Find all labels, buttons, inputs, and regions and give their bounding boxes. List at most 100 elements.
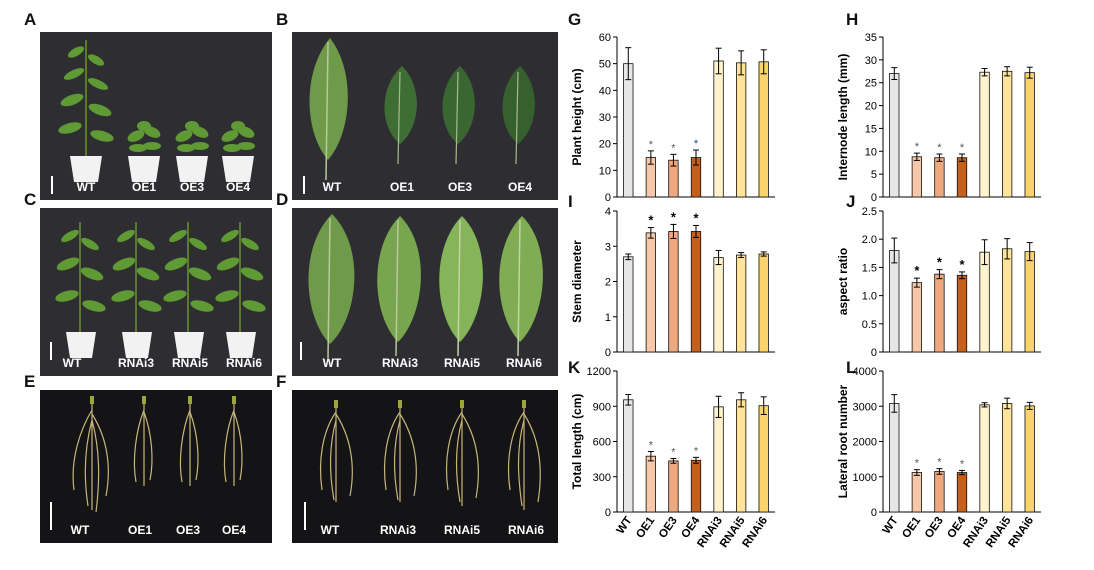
- photo-label-oe1: OE1: [131, 180, 157, 194]
- significance-star: *: [937, 142, 942, 154]
- scale-bar: [50, 502, 52, 530]
- bar-wt: [889, 403, 900, 513]
- photo-label-wt: WT: [320, 523, 340, 537]
- y-tick-label: 15: [865, 123, 877, 135]
- bar-oe1: [911, 156, 922, 198]
- bar-wt: [623, 399, 634, 513]
- panel-letter-l: L: [846, 358, 856, 377]
- y-tick-label: 10: [865, 146, 877, 158]
- bar-rnai3: [979, 251, 990, 353]
- bar-rnai5: [1002, 248, 1013, 353]
- photo-label-oe1: OE1: [127, 523, 153, 537]
- bar-wt: [623, 63, 634, 198]
- bar-oe3: [934, 157, 945, 198]
- significance-star: *: [915, 141, 920, 153]
- photo-label-oe4: OE4: [225, 180, 251, 194]
- bar-rnai3: [979, 404, 990, 513]
- y-tick-label: 0: [871, 192, 877, 204]
- bar-oe3: [934, 471, 945, 513]
- y-tick-label: 25: [865, 78, 877, 90]
- y-axis-label: Internode length (mm): [836, 54, 850, 181]
- scale-bar: [50, 342, 52, 360]
- significance-star: *: [937, 457, 942, 469]
- y-axis-label: Lateral root number: [836, 385, 850, 499]
- photo-d-leaves-rnai: WT RNAi3 RNAi5 RNAi6: [292, 208, 558, 376]
- panel-letter-a: A: [24, 10, 37, 29]
- photo-label-wt: WT: [70, 523, 90, 537]
- y-tick-label: 0: [871, 347, 877, 359]
- photo-b-leaves-oe: WT OE1 OE3 OE4: [292, 32, 558, 200]
- bar-oe1: [645, 455, 656, 513]
- photo-label-rnai3: RNAi3: [379, 523, 417, 537]
- bar-rnai3: [713, 257, 724, 353]
- photo-e-roots-oe: WT OE1 OE3 OE4: [40, 390, 272, 543]
- bar-rnai3: [713, 406, 724, 513]
- y-tick-label: 2000: [853, 437, 877, 449]
- y-tick-label: 50: [599, 59, 611, 71]
- bar-oe4: [956, 274, 968, 353]
- y-tick-label: 5: [871, 169, 877, 181]
- y-axis-label: Plant height (cm): [570, 68, 584, 165]
- panel-letter-d: D: [276, 190, 289, 209]
- photo-label-rnai5: RNAi5: [171, 356, 209, 370]
- bar-oe4: [690, 459, 702, 513]
- y-tick-label: 1: [605, 312, 611, 324]
- y-tick-label: 1000: [853, 472, 877, 484]
- significance-star: *: [960, 142, 965, 154]
- bar-rnai3: [979, 71, 990, 198]
- significance-star: *: [694, 138, 699, 150]
- bar-rnai6: [758, 253, 769, 353]
- significance-star: *: [671, 447, 676, 459]
- scale-bar: [300, 342, 302, 360]
- y-tick-label: 35: [865, 32, 877, 44]
- photo-label-wt: WT: [76, 180, 96, 194]
- significance-star: *: [693, 210, 699, 225]
- y-tick-label: 2.0: [862, 234, 877, 246]
- photo-label-rnai5: RNAi5: [443, 523, 481, 537]
- leaf-illustration-b: [292, 32, 558, 200]
- x-tick-label: WT: [615, 515, 635, 537]
- bar-rnai5: [736, 399, 747, 513]
- y-axis-label: Total length (cm): [570, 394, 584, 490]
- panel-letter-k: K: [568, 358, 581, 377]
- panel-letter-i: I: [568, 192, 573, 211]
- photo-label-wt: WT: [62, 356, 82, 370]
- photo-label-oe3: OE3: [179, 180, 205, 194]
- bar-oe1: [911, 282, 922, 353]
- y-tick-label: 0: [605, 507, 611, 519]
- bar-rnai5: [736, 62, 747, 198]
- y-tick-label: 20: [865, 101, 877, 113]
- x-tick-label: OE1: [634, 514, 657, 540]
- photo-f-roots-rnai: WT RNAi3 RNAi5 RNAi6: [292, 390, 558, 543]
- panel-letter-e: E: [24, 372, 36, 391]
- root-illustration-e: [40, 390, 272, 543]
- panel-letter-g: G: [568, 10, 581, 29]
- panel-letter-f: F: [276, 372, 287, 391]
- bar-wt: [889, 73, 900, 198]
- x-tick-label: OE3: [923, 515, 946, 541]
- y-tick-label: 1200: [587, 366, 611, 378]
- y-tick-label: 4000: [853, 366, 877, 378]
- bar-oe3: [668, 460, 679, 513]
- scale-bar: [51, 176, 53, 194]
- leaf-illustration-d: [292, 208, 558, 376]
- photo-label-oe4: OE4: [221, 523, 247, 537]
- bar-wt: [623, 256, 634, 353]
- significance-star: *: [649, 139, 654, 151]
- bar-rnai3: [713, 60, 724, 198]
- bar-rnai5: [1002, 403, 1013, 513]
- bar-wt: [889, 250, 900, 353]
- root-illustration-f: [292, 390, 558, 543]
- photo-label-rnai3: RNAi3: [381, 356, 419, 370]
- y-tick-label: 2.5: [862, 206, 877, 218]
- y-tick-label: 30: [599, 112, 611, 124]
- photo-label-oe3: OE3: [175, 523, 201, 537]
- y-tick-label: 0: [605, 347, 611, 359]
- panel-letter-b: B: [276, 10, 289, 29]
- bar-oe3: [668, 231, 679, 353]
- bar-rnai6: [1024, 251, 1035, 353]
- plant-illustration-a: [40, 32, 272, 200]
- y-tick-label: 0.5: [862, 319, 877, 331]
- significance-star: *: [959, 257, 965, 272]
